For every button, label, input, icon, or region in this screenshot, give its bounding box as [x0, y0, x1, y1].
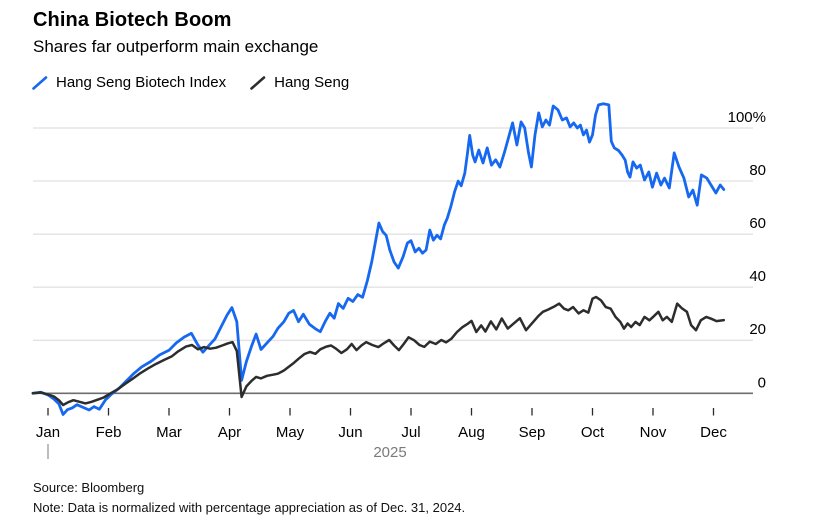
month-labels: Jan Feb Mar Apr May Jun Jul Aug Sep Oct Nov Dec	[36, 424, 727, 441]
y-tick-label: 0	[758, 374, 766, 391]
legend-label: Hang Seng Biotech Index	[56, 74, 227, 91]
note-text: Note: Data is normalized with percentage…	[33, 499, 466, 515]
month-label: May	[276, 424, 305, 441]
month-label: Feb	[96, 424, 122, 441]
month-label: Sep	[519, 424, 546, 441]
black-slash-icon	[250, 75, 266, 90]
y-tick-label: 100%	[728, 109, 766, 126]
legend-item-hang-seng-biotech-index: Hang Seng Biotech Index	[32, 74, 226, 91]
month-label: Aug	[458, 424, 485, 441]
month-label: Jan	[36, 424, 60, 441]
series-line-hang-seng	[31, 295, 726, 407]
y-tick-label: 40	[749, 268, 766, 285]
legend-label: Hang Seng	[274, 74, 350, 91]
source-text: Source: Bloomberg	[33, 480, 145, 495]
y-axis-labels: 0 20 40 60 80 100%	[728, 109, 766, 391]
blue-slash-icon	[32, 75, 48, 90]
legend: Hang Seng Biotech Index Hang Seng	[32, 74, 373, 91]
month-label: Jun	[338, 424, 362, 441]
month-label: Oct	[581, 424, 605, 441]
year-label: 2025	[373, 444, 406, 461]
y-gridlines	[33, 127, 753, 395]
month-label: Nov	[640, 424, 667, 441]
month-label: Mar	[156, 424, 182, 441]
series-line-hang-seng-biotech-index	[31, 102, 726, 416]
y-tick-label: 20	[749, 321, 766, 338]
month-label: Jul	[401, 424, 420, 441]
y-tick-label: 60	[749, 215, 766, 232]
chart-subtitle: Shares far outperform main exchange	[33, 37, 319, 56]
month-ticks	[47, 408, 715, 416]
month-label: Apr	[218, 424, 241, 441]
chart-footer: Source: Bloomberg Note: Data is normaliz…	[33, 478, 465, 517]
chart-title: China Biotech Boom	[33, 9, 232, 31]
month-label: Dec	[700, 424, 727, 441]
y-tick-label: 80	[749, 162, 766, 179]
legend-item-hang-seng: Hang Seng	[250, 74, 349, 91]
